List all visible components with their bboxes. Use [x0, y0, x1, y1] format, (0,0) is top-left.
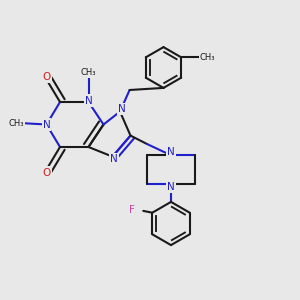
- Text: N: N: [167, 147, 175, 157]
- Text: N: N: [43, 119, 50, 130]
- Text: CH₃: CH₃: [200, 53, 215, 62]
- Text: N: N: [167, 182, 175, 192]
- Text: O: O: [42, 167, 51, 178]
- Text: CH₃: CH₃: [9, 118, 24, 127]
- Text: N: N: [118, 104, 125, 114]
- Text: N: N: [110, 154, 118, 164]
- Text: N: N: [85, 95, 92, 106]
- Text: CH₃: CH₃: [81, 68, 96, 77]
- Text: F: F: [129, 205, 135, 215]
- Text: O: O: [42, 71, 51, 82]
